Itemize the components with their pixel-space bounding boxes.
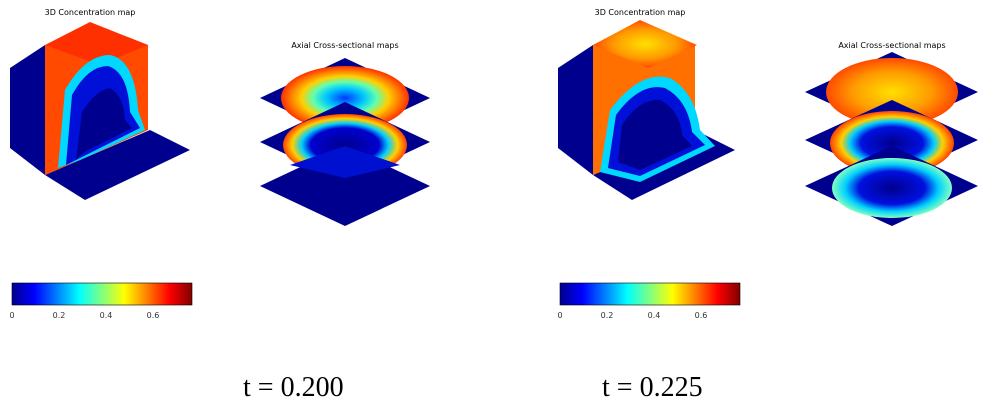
- slice-top-field: [281, 66, 409, 130]
- panel-2: 3D Concentration map Axial Cross-section…: [557, 8, 978, 320]
- slice-bottom-field: [290, 146, 400, 178]
- cube-cold-center: [76, 88, 132, 160]
- cube-left-face: [558, 45, 593, 175]
- colorbar-tick: 0.6: [695, 311, 708, 320]
- panel-2-colorbar: 0 0.2 0.4 0.6: [557, 282, 741, 320]
- cube-cold-center: [618, 99, 692, 170]
- panel-2-3d-cube: [558, 20, 735, 200]
- time-label-1: t = 0.200: [243, 372, 344, 403]
- colorbar-tick: 0: [9, 311, 14, 320]
- slice-bottom-field: [832, 158, 952, 218]
- colorbar-tick: 0.4: [648, 311, 661, 320]
- panel-1-3d-title: 3D Concentration map: [45, 8, 136, 17]
- slice-top-field: [826, 58, 958, 126]
- panel-1-axial-title: Axial Cross-sectional maps: [291, 41, 398, 50]
- time-label-2: t = 0.225: [602, 372, 703, 403]
- colorbar-tick: 0.4: [100, 311, 113, 320]
- panel-1: 3D Concentration map Axial Cross-section…: [9, 8, 430, 320]
- panel-1-axial-slices: [260, 58, 430, 226]
- panel-1-colorbar: 0 0.2 0.4 0.6: [9, 282, 193, 320]
- colorbar-tick: 0.2: [53, 311, 66, 320]
- panel-2-3d-title: 3D Concentration map: [595, 8, 686, 17]
- cube-top: [45, 22, 148, 65]
- cube-top: [593, 20, 697, 68]
- cube-left-face: [10, 45, 45, 175]
- colorbar-tick: 0.6: [147, 311, 160, 320]
- panel-2-axial-title: Axial Cross-sectional maps: [838, 41, 945, 50]
- colorbar: [11, 282, 193, 306]
- panel-2-axial-slices: [805, 52, 978, 226]
- colorbar-tick: 0.2: [601, 311, 614, 320]
- slice-middle-field: [830, 111, 954, 175]
- colorbar-tick: 0: [557, 311, 562, 320]
- cube-floor: [45, 130, 190, 200]
- panel-1-3d-cube: [10, 22, 190, 200]
- colorbar: [559, 282, 741, 306]
